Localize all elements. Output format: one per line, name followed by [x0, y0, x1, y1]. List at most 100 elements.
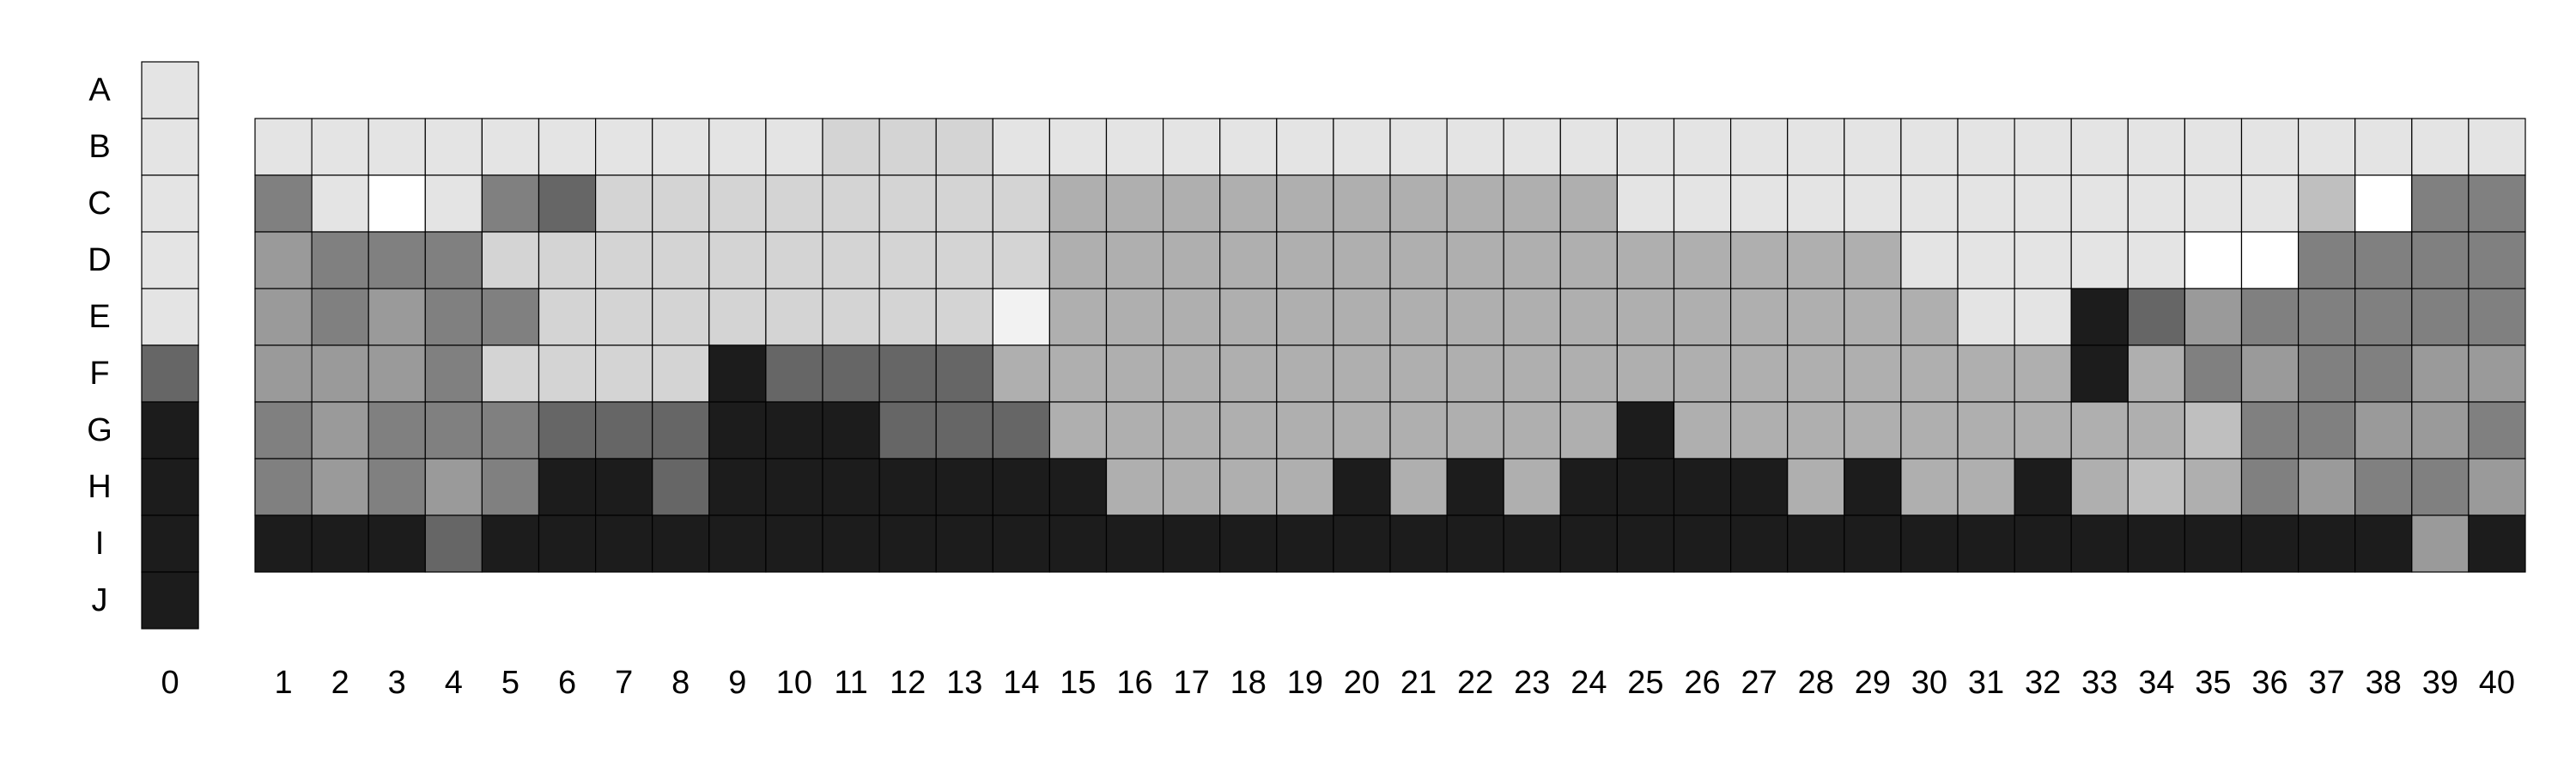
heatmap-cell [1219, 458, 1278, 516]
heatmap-cell [2070, 118, 2129, 176]
heatmap-cell [2298, 401, 2356, 460]
heatmap-cell [992, 231, 1051, 289]
heatmap-cell [935, 514, 993, 573]
heatmap-cell [1333, 288, 1391, 346]
heatmap-cell [1333, 118, 1391, 176]
heatmap-cell [935, 288, 993, 346]
heatmap-cell [594, 118, 653, 176]
heatmap-cell [368, 118, 426, 176]
column-label: 5 [501, 665, 519, 701]
heatmap-cell [2354, 514, 2413, 573]
heatmap-cell [2468, 401, 2526, 460]
heatmap-cell [708, 401, 767, 460]
heatmap-cell [878, 458, 937, 516]
column-label: 30 [1911, 665, 1947, 701]
row-label: A [88, 72, 111, 108]
heatmap-cell [2240, 118, 2300, 176]
heatmap-cell [368, 174, 426, 233]
heatmap-cell [1616, 118, 1675, 176]
heatmap-cell [878, 118, 937, 176]
row-label: D [88, 242, 111, 278]
heatmap-cell [424, 514, 483, 573]
heatmap-cell [1389, 458, 1448, 516]
heatmap-cell [1105, 288, 1164, 346]
heatmap-cell [1105, 344, 1164, 403]
heatmap-cell [2411, 401, 2470, 460]
heatmap-cell [2070, 458, 2129, 516]
heatmap-cell [1900, 231, 1959, 289]
heatmap-cell [424, 288, 483, 346]
column-label: 3 [388, 665, 406, 701]
heatmap-cell [254, 118, 313, 176]
heatmap-cell [368, 401, 426, 460]
column-label: 23 [1514, 665, 1550, 701]
heatmap-cells [141, 61, 2526, 630]
heatmap-cell [2070, 231, 2129, 289]
row-label: G [87, 412, 112, 448]
heatmap-cell [1957, 118, 2015, 176]
column-label: 25 [1627, 665, 1663, 701]
heatmap-cell [1105, 514, 1164, 573]
heatmap-cell [765, 288, 823, 346]
heatmap-cell [254, 401, 313, 460]
column-label: 39 [2422, 665, 2458, 701]
heatmap-cell [1616, 231, 1675, 289]
heatmap-cell [1673, 401, 1732, 460]
heatmap-cell [481, 401, 540, 460]
heatmap-cell [254, 514, 313, 573]
heatmap-cell [1446, 174, 1504, 233]
heatmap-cell [1673, 174, 1732, 233]
heatmap-cell [424, 344, 483, 403]
heatmap-cell [2354, 174, 2413, 233]
heatmap-cell [368, 344, 426, 403]
heatmap-cell [708, 288, 767, 346]
heatmap-cell [1105, 231, 1164, 289]
heatmap-cell [878, 514, 937, 573]
heatmap-cell [1673, 514, 1732, 573]
heatmap-cell [254, 344, 313, 403]
heatmap-cell [1503, 344, 1561, 403]
heatmap-cell [2298, 118, 2356, 176]
heatmap-cell [878, 174, 937, 233]
heatmap-cell [765, 401, 823, 460]
heatmap-cell [1219, 174, 1278, 233]
heatmap-cell [1276, 174, 1334, 233]
heatmap-cell [1333, 231, 1391, 289]
heatmap-cell [1105, 118, 1164, 176]
heatmap-cell [424, 458, 483, 516]
heatmap-cell [311, 514, 369, 573]
heatmap-cell [2014, 458, 2072, 516]
heatmap-cell [1219, 288, 1278, 346]
heatmap-cell [1389, 174, 1448, 233]
heatmap-cell [1616, 401, 1675, 460]
heatmap-cell [1559, 288, 1619, 346]
heatmap-cell [2298, 344, 2356, 403]
heatmap-cell [481, 514, 540, 573]
heatmap-cell [765, 344, 823, 403]
heatmap-cell [652, 288, 710, 346]
column-label: 2 [331, 665, 349, 701]
heatmap-cell [765, 118, 823, 176]
heatmap-cell [481, 344, 540, 403]
heatmap-cell [708, 231, 767, 289]
heatmap-cell [2184, 288, 2243, 346]
row-label: C [88, 186, 111, 222]
heatmap-cell [2184, 344, 2243, 403]
column-label: 38 [2366, 665, 2402, 701]
heatmap-cell [538, 514, 597, 573]
heatmap-cell [2240, 401, 2300, 460]
heatmap-cell [1673, 458, 1732, 516]
heatmap-cell [1787, 118, 1845, 176]
heatmap-cell [1219, 344, 1278, 403]
heatmap-cell [2298, 458, 2356, 516]
heatmap-cell [2354, 118, 2413, 176]
heatmap-cell [1729, 231, 1789, 289]
heatmap-cell [1729, 458, 1789, 516]
heatmap-cell [2354, 458, 2413, 516]
row-label: J [92, 582, 108, 618]
column-label: 1 [274, 665, 292, 701]
heatmap-cell [2127, 401, 2186, 460]
column-label: 24 [1571, 665, 1607, 701]
column-label: 14 [1003, 665, 1039, 701]
